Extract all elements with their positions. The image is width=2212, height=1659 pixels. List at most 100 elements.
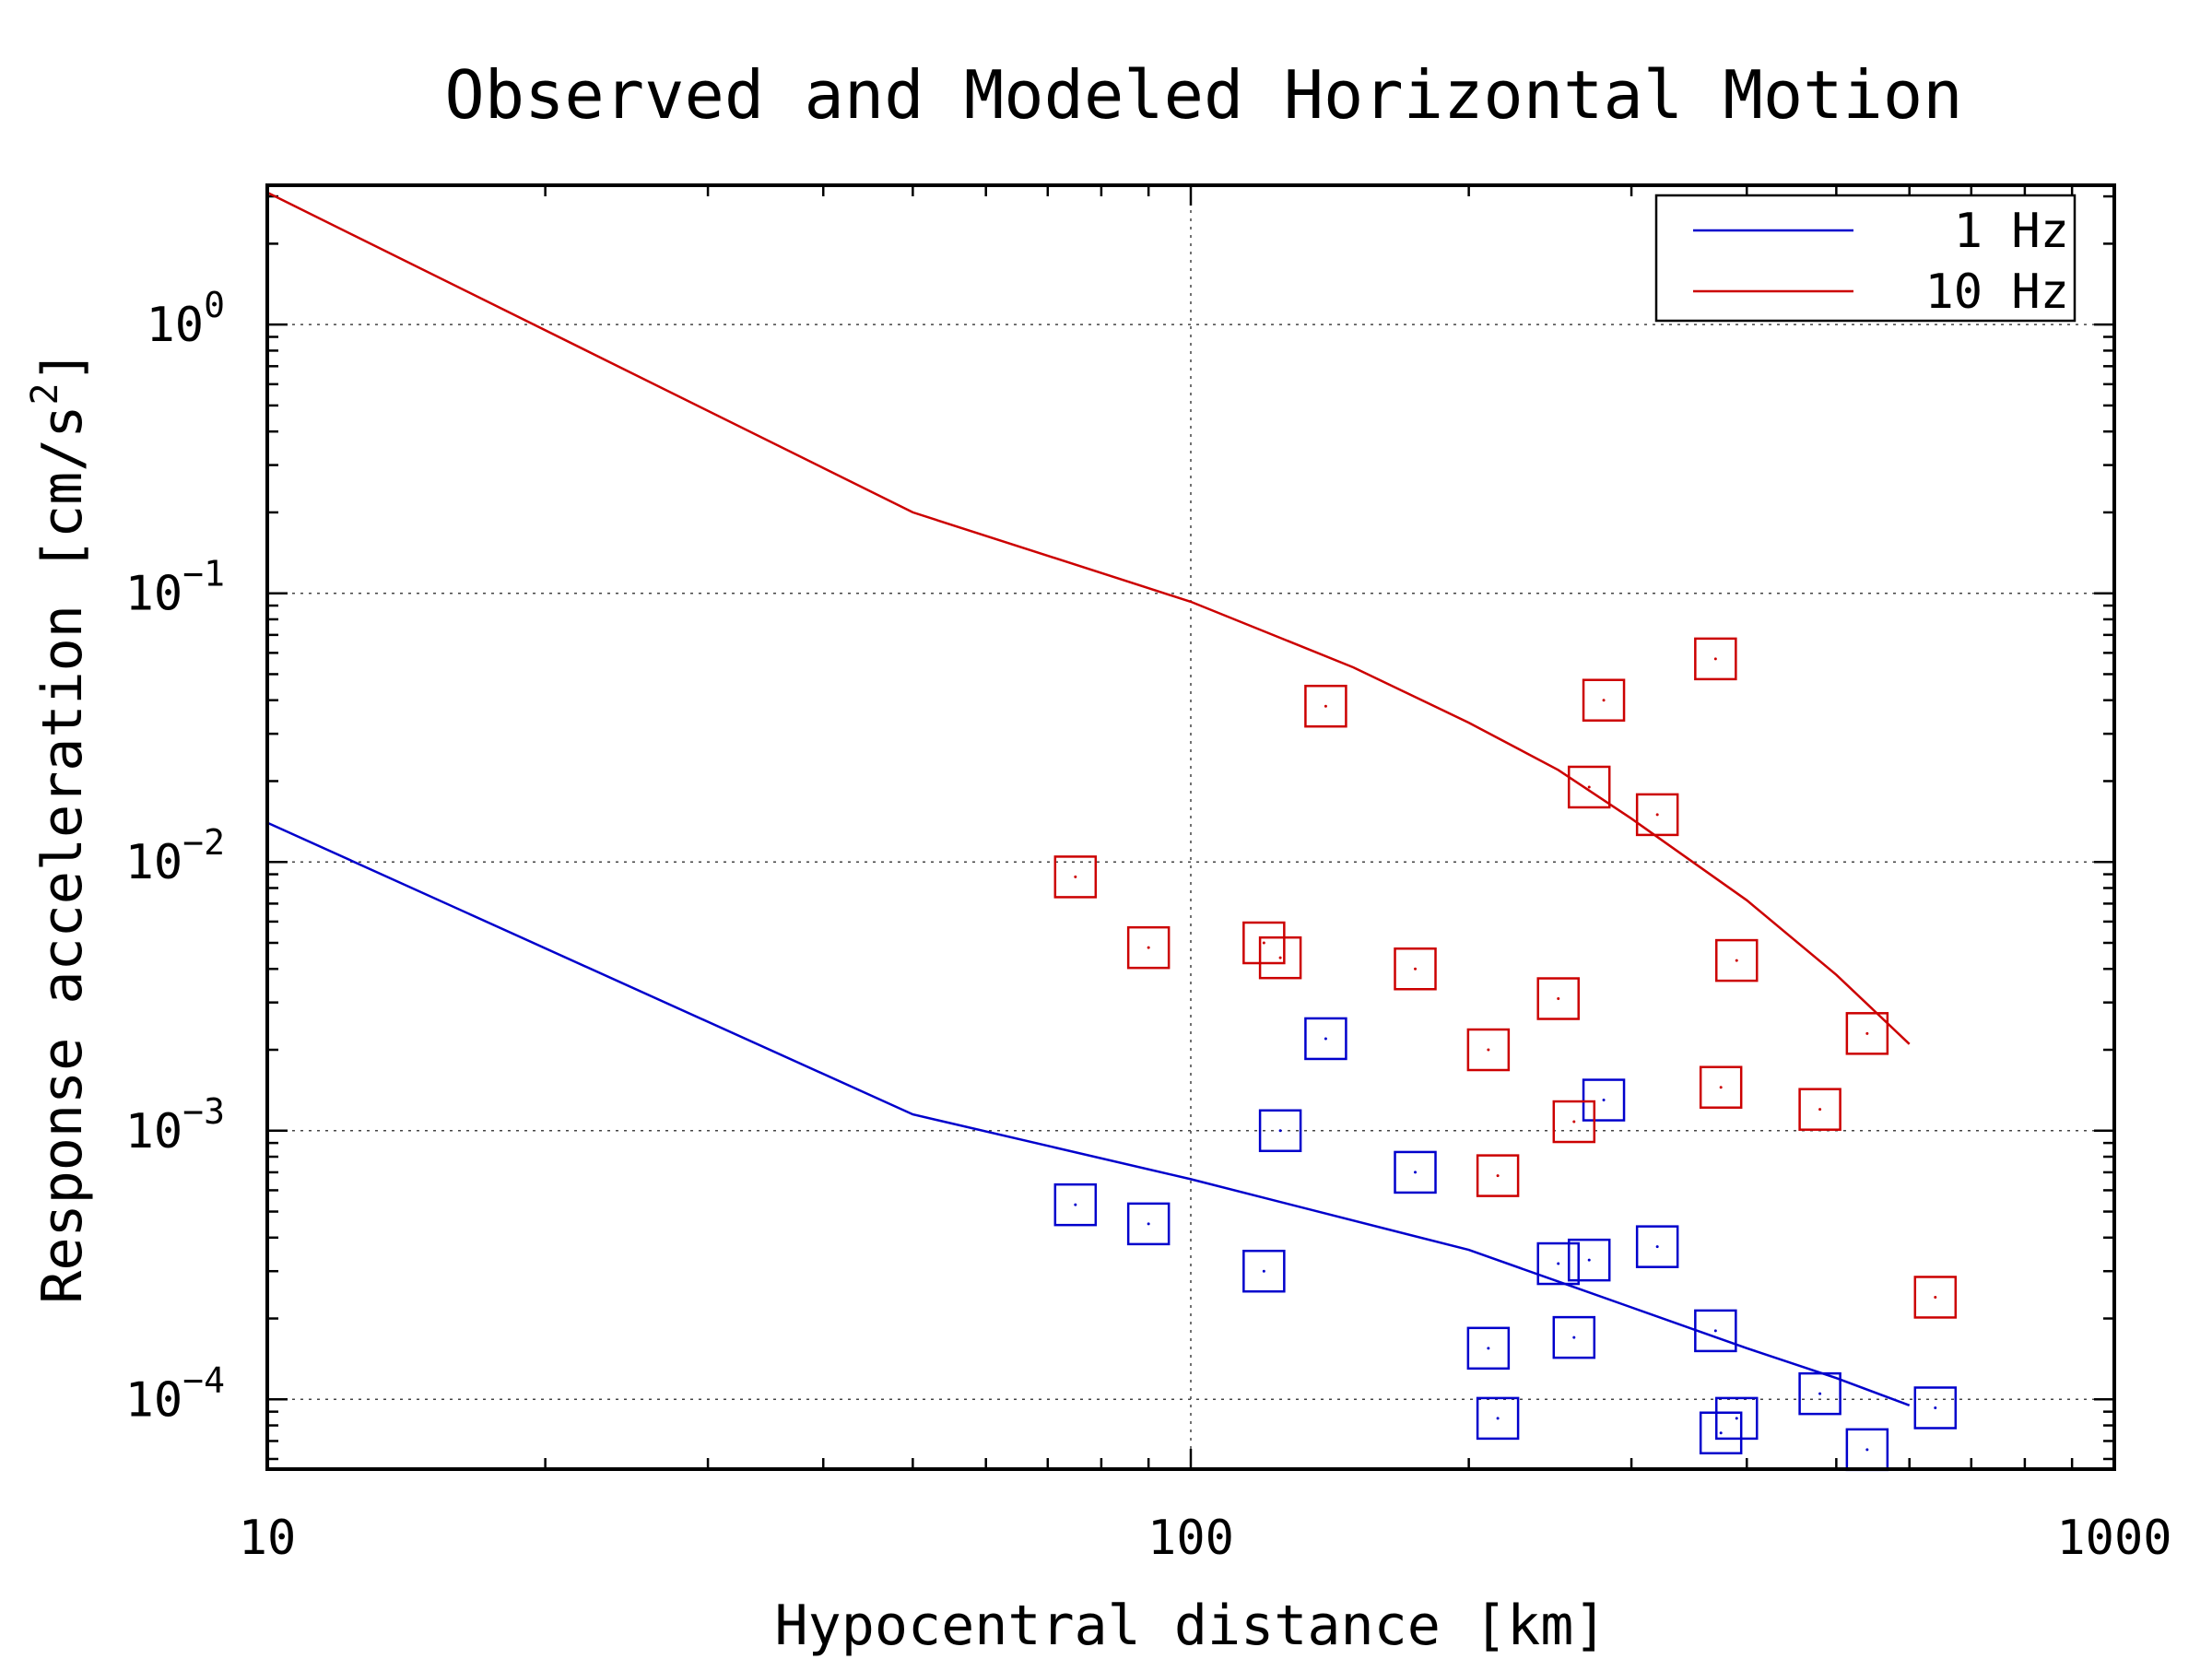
observed-point-center-10hz — [1147, 946, 1150, 949]
y-axis-label-sup: 2 — [24, 382, 66, 405]
observed-point-center-1hz — [1147, 1222, 1150, 1226]
observed-point-center-1hz — [1487, 1347, 1490, 1350]
series-10hz — [266, 191, 1958, 1319]
grid — [267, 185, 2114, 1469]
observed-point-1hz — [1394, 1150, 1437, 1194]
observed-point-1hz — [1536, 1241, 1580, 1286]
observed-point-10hz — [1304, 684, 1347, 728]
observed-point-center-10hz — [1713, 657, 1717, 661]
observed-point-center-10hz — [1074, 875, 1077, 878]
observed-point-center-10hz — [1572, 1120, 1576, 1124]
x-tick-labels: 10 100 1000 — [239, 1511, 2172, 1566]
observed-point-10hz — [1242, 921, 1286, 965]
observed-point-center-1hz — [1324, 1037, 1327, 1041]
observed-point-1hz — [1913, 1386, 1958, 1430]
observed-point-10hz — [1582, 678, 1626, 722]
observed-point-10hz — [1258, 935, 1302, 980]
y-axis-label: Response acceleration [cm/s2] — [24, 349, 95, 1304]
observed-point-1hz — [1582, 1078, 1626, 1122]
observed-point-1hz — [1552, 1315, 1596, 1359]
observed-point-1hz — [1635, 1225, 1679, 1268]
observed-point-1hz — [1699, 1411, 1743, 1454]
observed-point-1hz — [1304, 1017, 1347, 1061]
chart-title: Observed and Modeled Horizontal Motion — [444, 56, 1962, 134]
legend-label-10hz: 10 Hz — [1924, 265, 2069, 320]
y-tick-base: 10 — [125, 1104, 183, 1159]
observed-point-1hz — [1798, 1371, 1841, 1416]
observed-point-1hz — [1567, 1238, 1611, 1282]
observed-point-center-10hz — [1262, 941, 1265, 945]
y-tick-base: 10 — [125, 835, 183, 890]
observed-point-center-10hz — [1865, 1031, 1869, 1035]
observed-point-center-1hz — [1572, 1335, 1576, 1339]
model-line-1hz — [266, 821, 1911, 1406]
observed-point-center-1hz — [1557, 1262, 1560, 1265]
x-tick-label: 10 — [239, 1511, 297, 1566]
y-tick-base: 10 — [125, 567, 183, 622]
y-tick-exponent: −1 — [182, 554, 225, 594]
observed-point-1hz — [1242, 1249, 1286, 1293]
observed-point-10hz — [1798, 1088, 1841, 1131]
observed-point-center-1hz — [1278, 1129, 1282, 1133]
observed-point-10hz — [1635, 793, 1679, 837]
observed-point-center-1hz — [1074, 1203, 1077, 1206]
observed-point-10hz — [1552, 1100, 1596, 1144]
observed-point-10hz — [1466, 1028, 1511, 1072]
observed-point-center-10hz — [1587, 785, 1591, 789]
observed-point-1hz — [1714, 1396, 1759, 1441]
observed-point-center-1hz — [1587, 1258, 1591, 1262]
observed-point-center-1hz — [1655, 1245, 1659, 1249]
y-axis-label-close: ] — [30, 349, 95, 382]
observed-point-center-10hz — [1496, 1174, 1500, 1178]
x-axis-label: Hypocentral distance [km] — [774, 1594, 1606, 1658]
x-tick-label: 1000 — [2056, 1511, 2171, 1566]
observed-point-center-10hz — [1487, 1048, 1490, 1052]
observed-point-10hz — [1714, 938, 1759, 982]
observed-point-center-10hz — [1818, 1108, 1822, 1112]
observed-point-center-10hz — [1655, 813, 1659, 817]
observed-point-center-10hz — [1934, 1295, 1937, 1299]
observed-point-1hz — [1694, 1309, 1737, 1353]
model-line-10hz — [266, 191, 1911, 1045]
observed-point-center-10hz — [1278, 956, 1282, 959]
observed-point-center-10hz — [1735, 959, 1738, 962]
observed-point-center-10hz — [1324, 704, 1327, 708]
observed-point-10hz — [1567, 765, 1611, 809]
y-tick-label: 10−4 — [125, 1359, 225, 1428]
observed-point-center-10hz — [1414, 967, 1418, 971]
y-tick-base: 10 — [146, 298, 204, 353]
legend-box — [1654, 194, 2077, 323]
y-tick-exponent: −3 — [182, 1091, 225, 1132]
y-tick-label: 100 — [146, 285, 225, 353]
observed-point-center-10hz — [1602, 699, 1606, 702]
observed-point-1hz — [1466, 1326, 1511, 1371]
observed-point-center-1hz — [1496, 1417, 1500, 1420]
observed-point-10hz — [1053, 855, 1098, 899]
y-tick-exponent: −4 — [182, 1359, 225, 1400]
observed-point-center-1hz — [1713, 1329, 1717, 1333]
observed-point-10hz — [1536, 977, 1580, 1020]
y-tick-exponent: 0 — [204, 285, 225, 325]
observed-point-10hz — [1913, 1276, 1958, 1319]
y-tick-label: 10−2 — [125, 822, 225, 890]
observed-point-10hz — [1845, 1012, 1889, 1055]
observed-point-center-1hz — [1719, 1431, 1723, 1435]
y-tick-label: 10−1 — [125, 554, 225, 622]
observed-point-10hz — [1126, 925, 1171, 970]
observed-point-center-10hz — [1719, 1086, 1723, 1089]
x-tick-label: 100 — [1147, 1511, 1234, 1566]
observed-point-10hz — [1694, 637, 1737, 681]
observed-point-center-1hz — [1818, 1392, 1822, 1395]
observed-point-center-1hz — [1262, 1269, 1265, 1273]
y-tick-label: 10−3 — [125, 1091, 225, 1159]
observed-point-1hz — [1053, 1182, 1098, 1227]
plot-frame — [265, 183, 2116, 1471]
observed-point-10hz — [1394, 947, 1437, 991]
legend: 1 Hz 10 Hz — [1654, 194, 2077, 323]
observed-point-center-1hz — [1735, 1417, 1738, 1420]
y-tick-exponent: −2 — [182, 822, 225, 863]
observed-point-center-1hz — [1602, 1099, 1606, 1102]
y-axis-label-main: Response acceleration [cm/s — [30, 405, 95, 1303]
